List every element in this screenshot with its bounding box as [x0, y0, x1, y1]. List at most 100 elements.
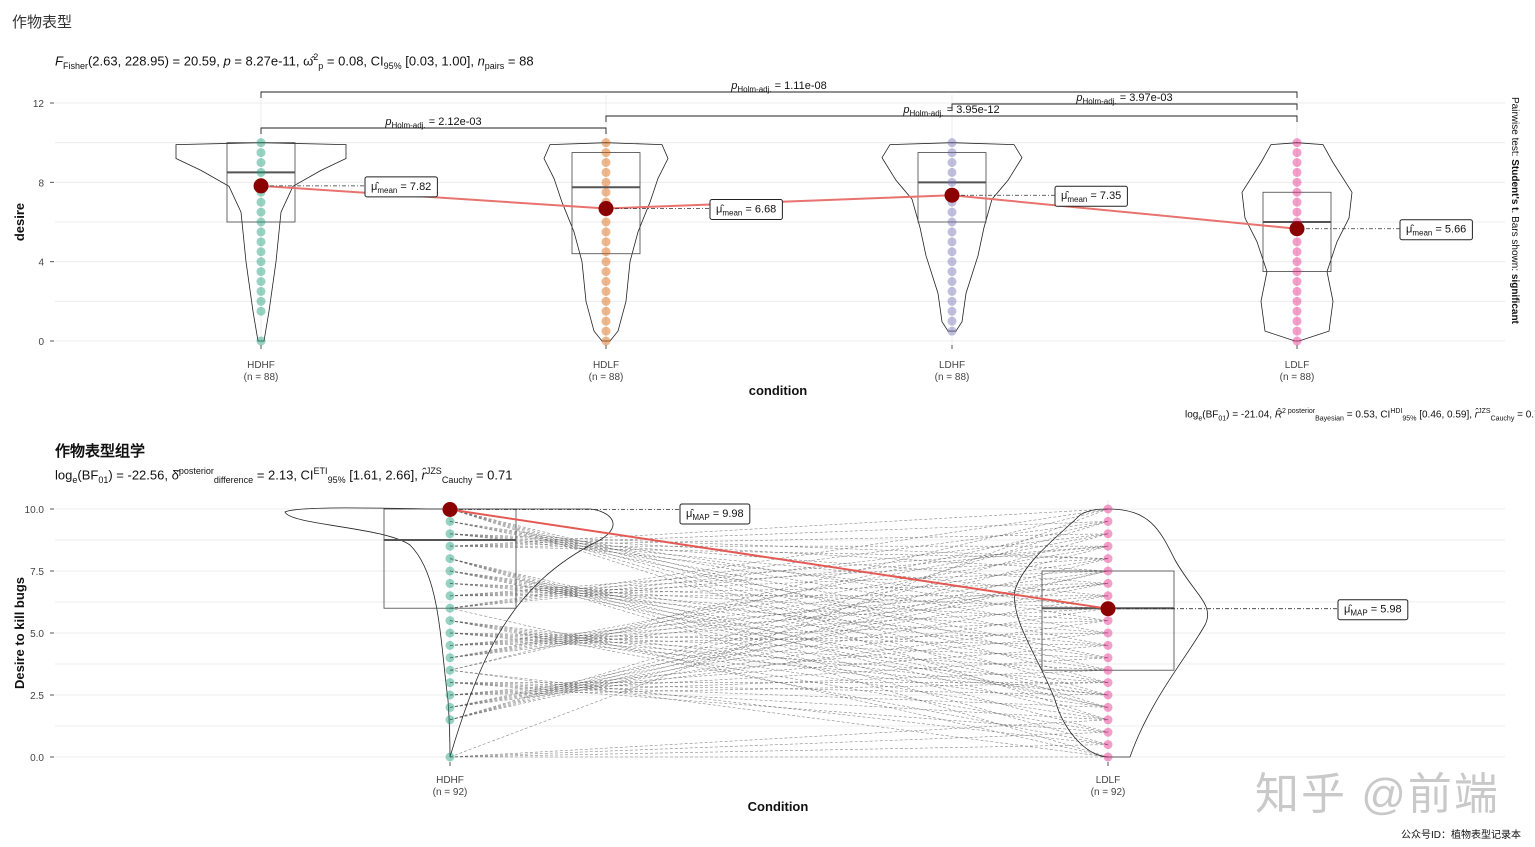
- data-point-LDHF: [947, 267, 957, 277]
- map-label-HDHF-text: μ̂MAP = 9.98: [686, 508, 744, 522]
- y-tick-label-bottom: 0.0: [30, 753, 44, 764]
- x-tick-label-top: LDLF: [1285, 360, 1309, 371]
- mean-point-LDHF: [944, 187, 960, 203]
- paired-line: [449, 669, 1109, 745]
- mean-label-LDLF-text: μ̂mean = 5.66: [1406, 224, 1466, 238]
- paired-line: [449, 583, 1109, 708]
- data-point-LDLF: [1292, 237, 1302, 247]
- figure-title: 作物表型: [12, 13, 73, 31]
- violin-HDLF: [543, 142, 669, 342]
- data-point-LDLF: [1292, 267, 1302, 277]
- paired-line: [449, 719, 1109, 758]
- data-point-HDLF: [601, 296, 611, 306]
- x-tick-n-bottom: (n = 92): [1091, 787, 1126, 798]
- data-point-LDHF: [947, 326, 957, 336]
- paired-line: [449, 521, 1109, 671]
- data-point-LDHF: [947, 138, 957, 148]
- pairwise-label: pHolm-adj. = 3.95e-12: [902, 104, 999, 118]
- pairwise-label: pHolm-adj. = 1.11e-08: [730, 80, 827, 94]
- map-label-LDLF: μ̂MAP = 5.98: [1337, 599, 1409, 621]
- data-point-LDHF: [947, 217, 957, 227]
- x-axis-title-top: condition: [749, 383, 808, 398]
- data-point-LDLF: [1292, 316, 1302, 326]
- data-point-LDHF: [947, 148, 957, 158]
- data-point-HDHF-bottom: [445, 603, 455, 613]
- data-point-HDHF-bottom: [445, 678, 455, 688]
- data-point-LDHF: [947, 247, 957, 257]
- y-tick-label-top: 8: [38, 178, 44, 189]
- paired-line: [449, 545, 1109, 559]
- data-point-LDLF-bottom: [1103, 578, 1113, 588]
- paired-line: [449, 570, 1109, 696]
- data-point-HDHF-bottom: [445, 554, 455, 564]
- data-point-HDLF: [601, 336, 611, 346]
- data-point-HDHF: [256, 247, 266, 257]
- data-point-LDLF-bottom: [1103, 516, 1113, 526]
- paired-line: [449, 657, 1109, 696]
- paired-line: [449, 620, 1109, 745]
- data-point-LDHF: [947, 237, 957, 247]
- data-point-LDHF: [947, 257, 957, 267]
- data-point-HDHF: [256, 296, 266, 306]
- pairwise-label: pHolm-adj. = 2.12e-03: [384, 116, 481, 130]
- data-point-HDLF: [601, 277, 611, 286]
- data-point-LDHF: [947, 158, 957, 167]
- data-point-LDLF-bottom: [1103, 554, 1113, 564]
- data-point-LDLF-bottom: [1103, 504, 1113, 514]
- data-point-HDLF: [601, 217, 611, 227]
- data-point-LDHF: [947, 277, 957, 286]
- paired-line: [449, 521, 1109, 721]
- map-label-HDHF-frame: [679, 503, 751, 525]
- data-point-HDLF: [601, 167, 611, 177]
- mean-label-HDHF: μ̂mean = 7.82: [364, 176, 438, 198]
- map-point-HDHF: [442, 501, 458, 517]
- data-point-HDHF: [256, 197, 266, 207]
- data-point-HDHF-bottom: [445, 653, 455, 663]
- bottom-stats-line: loge(BF01) = -22.56, δ̂posteriordifferen…: [55, 466, 513, 485]
- x-axis-title-bottom: Condition: [748, 799, 809, 814]
- x-tick-n-top: (n = 88): [935, 372, 970, 383]
- data-point-LDLF-bottom: [1103, 690, 1113, 700]
- mean-label-HDHF-text: μ̂mean = 7.82: [371, 181, 431, 195]
- violin-LDHF: [881, 142, 1023, 332]
- paired-line: [449, 570, 1109, 721]
- data-point-LDLF-bottom: [1103, 740, 1113, 750]
- map-connect-line: [449, 508, 1109, 610]
- violin-LDLF: [1241, 142, 1353, 342]
- data-point-HDLF: [601, 316, 611, 326]
- zhihu-watermark: 知乎 @前端: [1255, 770, 1500, 819]
- x-tick-label-bottom: LDLF: [1096, 775, 1120, 786]
- data-point-HDLF: [601, 148, 611, 158]
- data-point-LDLF-bottom: [1103, 566, 1113, 576]
- box-HDLF: [571, 152, 641, 255]
- data-point-HDHF-bottom: [445, 516, 455, 526]
- data-point-LDHF: [947, 177, 957, 187]
- paired-line: [449, 607, 1109, 758]
- paired-line: [449, 731, 1109, 758]
- data-point-LDHF: [947, 306, 957, 316]
- data-point-HDHF: [256, 257, 266, 267]
- mean-label-LDHF: μ̂mean = 7.35: [1054, 185, 1128, 207]
- paired-line: [449, 558, 1109, 745]
- pairwise-bracket: [260, 91, 1298, 98]
- data-point-HDHF-bottom: [445, 628, 455, 638]
- data-point-LDHF: [947, 286, 957, 296]
- data-point-HDHF-bottom: [445, 529, 455, 539]
- data-point-HDLF: [601, 306, 611, 316]
- data-point-HDHF: [256, 148, 266, 158]
- data-point-LDLF: [1292, 158, 1302, 167]
- pairwise-bracket: [605, 115, 1298, 122]
- data-point-HDLF: [601, 138, 611, 148]
- data-point-LDLF-bottom: [1103, 529, 1113, 539]
- subfigure-title: 作物表型组学: [55, 442, 146, 460]
- y-tick-label-bottom: 5.0: [30, 629, 44, 640]
- data-point-HDHF: [256, 217, 266, 227]
- data-point-LDLF-bottom: [1103, 591, 1113, 601]
- violin-HDHF-bottom: [284, 507, 614, 758]
- y-tick-label-top: 0: [38, 337, 44, 348]
- paired-line: [449, 533, 1109, 721]
- mean-label-LDHF-frame: [1054, 185, 1128, 207]
- data-point-LDHF: [947, 207, 957, 217]
- data-point-LDLF-bottom: [1103, 640, 1113, 650]
